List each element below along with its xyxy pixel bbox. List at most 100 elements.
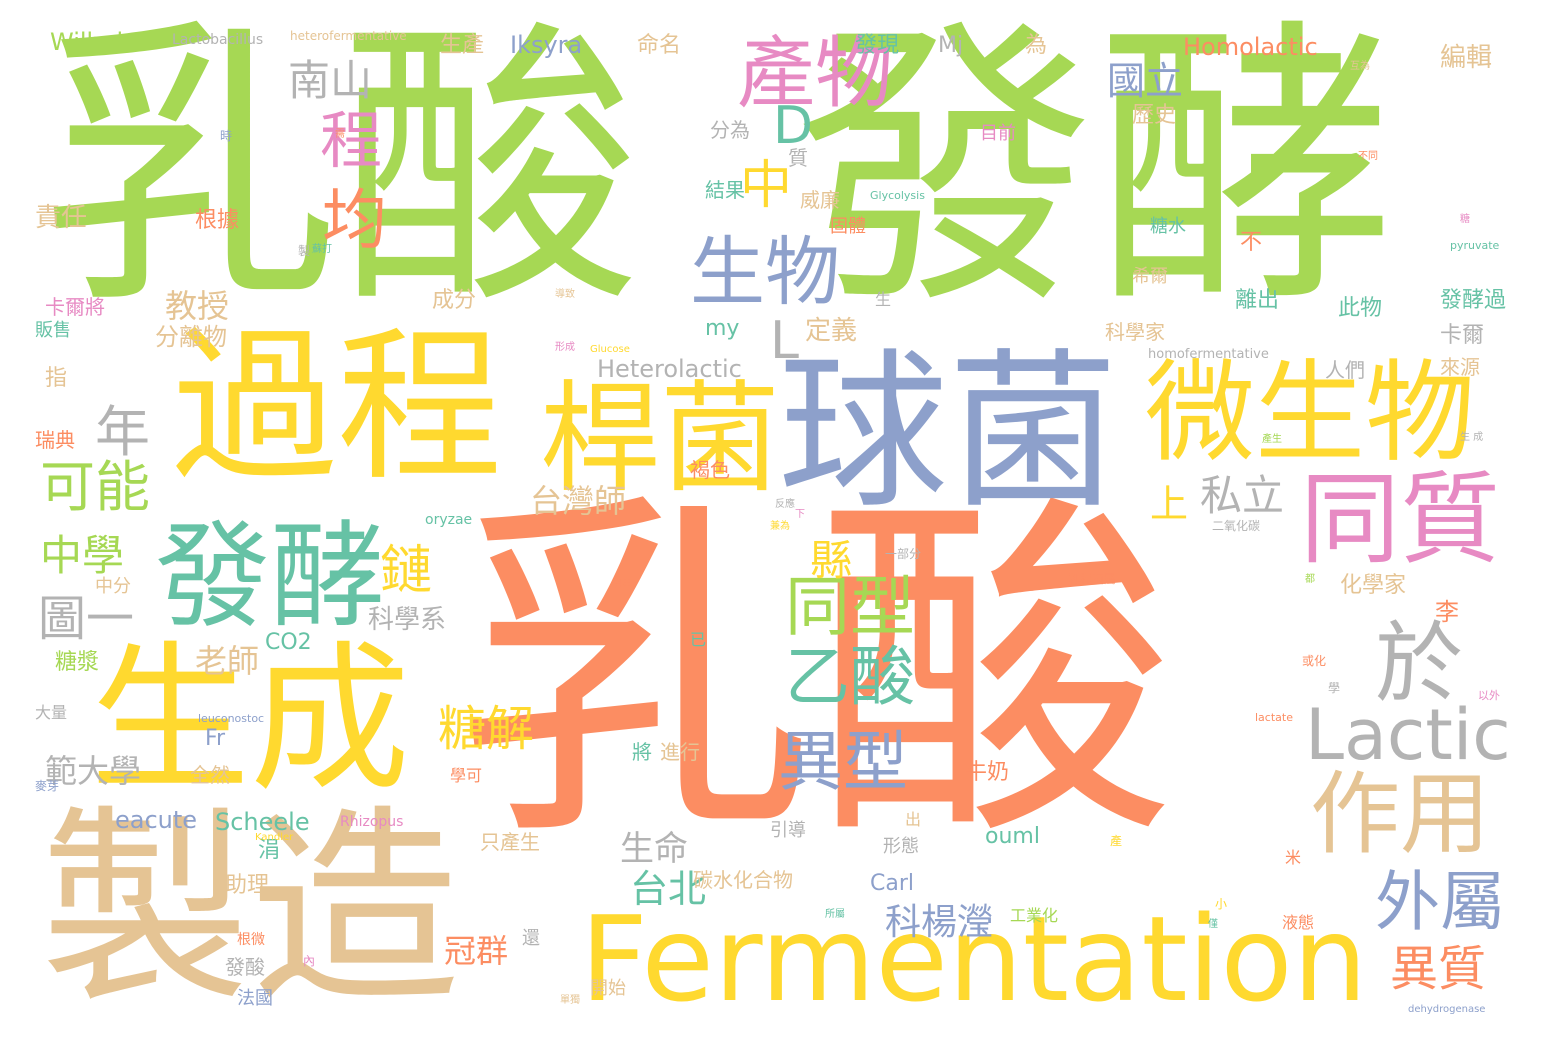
cloud-word: 乙酸 (785, 640, 916, 715)
cloud-word: 二氧化碳 (1212, 519, 1261, 533)
cloud-word: 卡爾 (1440, 323, 1485, 348)
cloud-word: 科楊瀅 (885, 902, 994, 943)
cloud-word: Lactic (1305, 694, 1511, 776)
cloud-word: Fr (205, 726, 226, 751)
cloud-word: 根微 (237, 932, 265, 948)
cloud-word: 鏈 (380, 541, 433, 601)
cloud-word: 學 (1328, 681, 1341, 695)
cloud-word: 發現 (855, 33, 900, 58)
cloud-word: 人們 (1325, 358, 1365, 382)
cloud-word: 程 (320, 104, 383, 177)
cloud-word: 助理 (225, 873, 270, 898)
cloud-word: D (773, 96, 814, 156)
cloud-word: 同型 (785, 570, 916, 645)
cloud-word: 全然 (190, 763, 230, 787)
cloud-word: 威廉 (800, 188, 840, 212)
cloud-word: 牛奶 (965, 760, 1010, 785)
cloud-word: 所屬 (825, 909, 845, 920)
cloud-word: 製造 (40, 787, 461, 1032)
cloud-word: CO2 (265, 630, 312, 655)
cloud-word: 命名 (637, 33, 682, 58)
cloud-word: 根據 (195, 208, 240, 233)
cloud-word: 產生 (1262, 434, 1282, 445)
cloud-word: 生產 (440, 33, 485, 58)
cloud-word: 為 (1025, 33, 1048, 58)
cloud-word: 產物 (737, 29, 894, 119)
cloud-word: 學可 (450, 766, 483, 785)
cloud-word: 卡爾將 (45, 295, 105, 319)
cloud-word: 成分 (432, 288, 477, 313)
cloud-word: 兼為 (770, 521, 790, 532)
cloud-word: Rhizopus (340, 814, 404, 830)
cloud-word: 涓 (258, 838, 281, 863)
cloud-word: heterofermentative (290, 29, 407, 43)
cloud-word: L (770, 311, 799, 371)
cloud-word: 桿菌 (540, 370, 780, 509)
cloud-word: 糖漿 (55, 650, 100, 675)
cloud-word: 分離物 (155, 323, 227, 351)
cloud-word: homofermentative (1148, 347, 1269, 362)
cloud-word: Kandler (255, 832, 294, 843)
cloud-word: 於 (1375, 612, 1464, 715)
cloud-word: 編輯 (1440, 43, 1493, 73)
cloud-word: 製 (298, 244, 311, 258)
cloud-word: 糖水 (1150, 216, 1186, 237)
cloud-word: Fermentation (580, 890, 1368, 1028)
cloud-word: 糖 (1460, 214, 1470, 225)
cloud-word: 南山 (288, 56, 373, 105)
cloud-word: Heterolactic (597, 355, 742, 383)
cloud-word: 還 (522, 928, 540, 949)
cloud-word: 責任 (35, 203, 88, 233)
cloud-word: 同質 (1300, 461, 1500, 578)
cloud-word: 目前 (980, 123, 1016, 144)
cloud-word: 歷史 (1132, 103, 1177, 128)
cloud-word: 不 (1240, 230, 1263, 255)
cloud-word: 台灣師 (530, 482, 627, 520)
cloud-word: Iksyra (510, 31, 583, 59)
cloud-word: Wilhelm (50, 28, 147, 56)
cloud-word: 李 (1435, 598, 1459, 626)
cloud-word: 需 (335, 129, 345, 140)
cloud-word: 過程 (172, 311, 502, 503)
cloud-word: 導致 (555, 289, 575, 300)
cloud-word: 縣 (810, 536, 853, 585)
cloud-word: 圖一 (38, 591, 135, 647)
cloud-word: 可能 (40, 455, 151, 519)
cloud-word: 生物 (690, 228, 841, 316)
cloud-word: 內 (303, 954, 316, 968)
cloud-word: 形成 (555, 342, 575, 353)
cloud-word: 生 成 (1460, 432, 1484, 443)
cloud-word: 離出 (1235, 288, 1280, 313)
cloud-word: 將 (632, 740, 652, 764)
cloud-word: 單獨 (560, 995, 580, 1006)
cloud-word: 乳酸 (40, 0, 640, 344)
cloud-word: 時 (220, 129, 233, 143)
cloud-word: 指 (45, 366, 68, 391)
cloud-word: 此物 (1338, 296, 1383, 321)
cloud-word: 異質 (1390, 941, 1487, 997)
cloud-word: 大量 (35, 703, 68, 722)
cloud-word: 國立 (1107, 59, 1184, 103)
cloud-word: 互為 (1350, 61, 1370, 72)
cloud-word: 發酸 (225, 955, 265, 979)
cloud-word: 外屬 (1375, 865, 1506, 940)
cloud-word: 冠群 (444, 932, 509, 970)
cloud-word: 教授 (165, 287, 230, 325)
cloud-word: 開始 (590, 978, 626, 999)
cloud-word: Glycolysis (870, 189, 925, 202)
cloud-word: 發酵過 (1440, 288, 1507, 313)
cloud-word: 或化 (1302, 654, 1327, 668)
cloud-word: ouml (985, 824, 1040, 849)
cloud-word: 範大學 (45, 752, 142, 790)
cloud-word: Lactobacillus (172, 32, 264, 48)
cloud-word: 液態 (1282, 913, 1315, 932)
cloud-word: 上 (1150, 482, 1189, 526)
cloud-word: 均 (322, 183, 388, 258)
cloud-word: 乳酸 (455, 465, 1175, 884)
cloud-word: 只產生 (480, 830, 540, 854)
cloud-word: 已 (690, 630, 707, 649)
cloud-word: 販售 (35, 320, 71, 341)
cloud-word: 結果 (705, 178, 745, 202)
cloud-word: 異型 (778, 725, 909, 800)
